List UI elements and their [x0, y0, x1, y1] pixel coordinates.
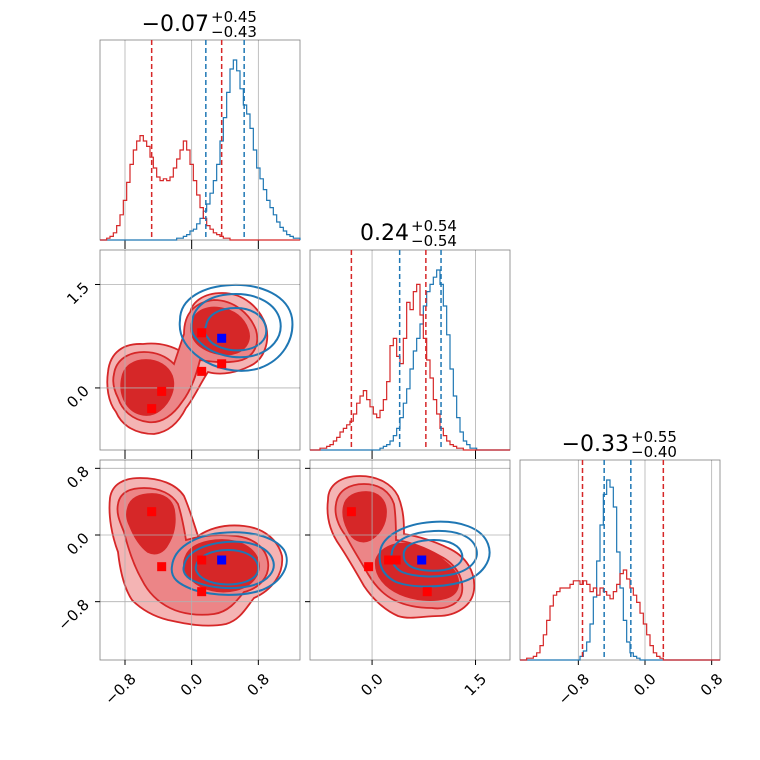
panel-frames	[95, 39, 721, 665]
red-marker	[384, 555, 394, 565]
red-marker	[147, 404, 157, 414]
y-tick-label: 0.0	[63, 529, 93, 559]
red-contours-p2-vs-p0	[108, 477, 284, 627]
blue-contour-inner	[402, 538, 464, 572]
panel-grid-2-0	[95, 455, 300, 665]
red-marker	[197, 366, 207, 376]
y-tick-label: −0.8	[54, 596, 92, 634]
red-marker	[197, 587, 207, 597]
red-marker	[147, 507, 157, 517]
red-contours-p1-vs-p0	[106, 292, 269, 435]
x-tick-label: 0.0	[177, 670, 207, 700]
blue-marker	[417, 555, 427, 565]
blue-contour-mid	[190, 292, 282, 359]
x-tick-label: 0.0	[357, 670, 387, 700]
panel-2d-p2-vs-p0	[108, 477, 288, 627]
panel-frame-2-1	[309, 459, 511, 661]
red-marker	[422, 587, 432, 597]
panel-frame-1-0	[99, 249, 301, 451]
title-p2-minus: −0.40	[631, 443, 677, 461]
panel-frame-0-0	[99, 39, 301, 241]
markers-p1-vs-p0	[147, 328, 227, 414]
title-p0-plus: +0.45	[211, 8, 257, 26]
red-histogram-p2	[520, 569, 720, 661]
x-tick-label: 1.5	[461, 670, 491, 700]
panel-grid-2-1	[305, 455, 510, 665]
blue-histogram-p0	[100, 59, 301, 241]
title-p2: −0.33 +0.55 −0.40	[562, 428, 677, 461]
panel-frame-1-1	[309, 249, 511, 451]
red-marker	[197, 555, 207, 565]
panel-grid-0-0	[124, 40, 259, 245]
red-marker	[346, 507, 356, 517]
hist-panel-p1	[310, 250, 510, 451]
title-p1-plus: +0.54	[411, 217, 457, 235]
blue-marker	[217, 333, 227, 343]
blue-contour-outer	[178, 283, 294, 372]
blue-contour-inner	[194, 548, 260, 586]
x-tick-label: 0.8	[697, 670, 727, 700]
red-marker	[217, 359, 227, 369]
panel-grid-1-1	[371, 250, 477, 455]
blue-marker	[217, 555, 227, 565]
panel-2d-p2-vs-p1	[326, 475, 491, 619]
y-tick-label: 0.0	[63, 382, 93, 412]
title-p0-minus: −0.43	[211, 23, 257, 41]
blue-contours-p2-vs-p1	[378, 520, 491, 588]
red-marker	[157, 562, 167, 572]
panel-2d-p1-vs-p0	[106, 283, 294, 435]
blue-histogram-p2	[520, 479, 720, 661]
blue-histogram-p1	[310, 269, 510, 451]
markers-p2-vs-p1	[346, 507, 432, 597]
x-tick-label: −0.8	[555, 670, 593, 708]
title-p1: 0.24 +0.54 −0.54	[360, 217, 457, 250]
y-tick-label: 1.5	[63, 279, 93, 309]
red-marker	[364, 562, 374, 572]
title-p0-value: −0.07	[142, 12, 209, 37]
hist-panel-p0	[100, 40, 301, 241]
title-p0: −0.07 +0.45 −0.43	[142, 8, 257, 41]
y-tick-label: 0.8	[63, 462, 93, 492]
title-p2-plus: +0.55	[631, 428, 677, 446]
red-marker	[391, 555, 401, 565]
x-tick-label: 0.0	[630, 670, 660, 700]
blue-contours-p1-vs-p0	[178, 283, 294, 372]
red-histogram-p1	[310, 283, 510, 451]
markers-p2-vs-p0	[147, 507, 227, 597]
red-contours-p2-vs-p1	[326, 475, 476, 619]
panel-frame-2-0	[99, 459, 301, 661]
x-tick-label: −0.8	[101, 670, 139, 708]
hist-panel-p2	[520, 460, 720, 661]
title-p2-value: −0.33	[562, 432, 629, 457]
panel-grid-1-0	[95, 245, 300, 455]
blue-contour-mid	[390, 529, 478, 578]
panel-frame-2-2	[519, 459, 721, 661]
x-tick-label: 0.8	[243, 670, 273, 700]
panel-grid-2-2	[577, 460, 713, 665]
red-marker	[197, 328, 207, 338]
blue-contour-inner	[203, 306, 268, 352]
title-p1-minus: −0.54	[411, 232, 457, 250]
red-histogram-p0	[100, 135, 300, 241]
blue-contour-outer	[378, 520, 491, 588]
blue-contour-mid	[182, 540, 275, 590]
title-p1-value: 0.24	[360, 221, 409, 246]
red-marker	[157, 386, 167, 396]
